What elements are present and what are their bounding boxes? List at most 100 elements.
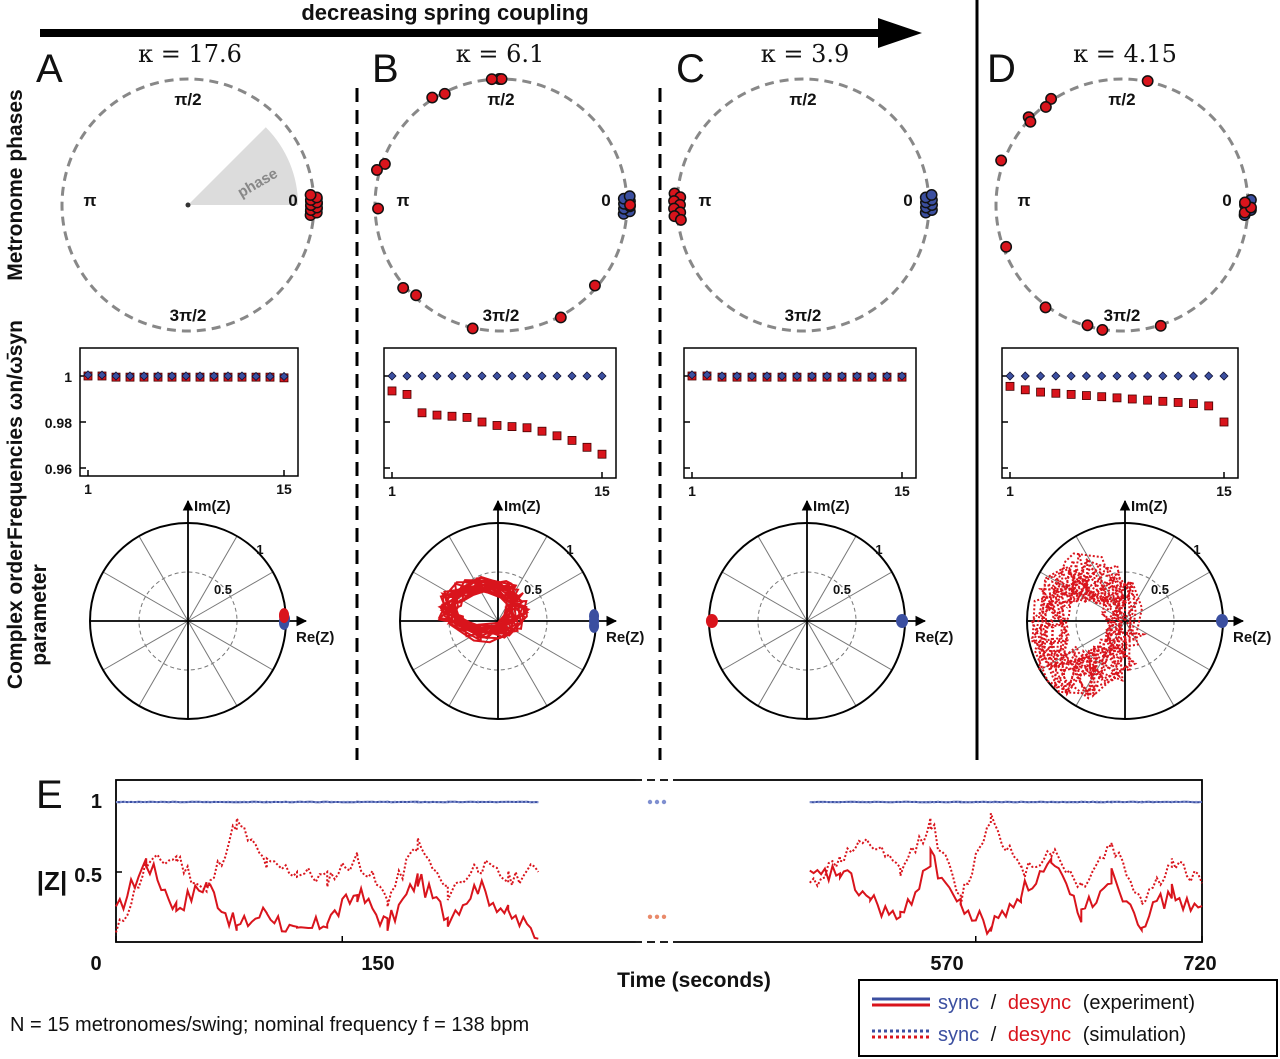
panel-header-b: B κ = 6.1 [372, 40, 544, 91]
legend-desync-label: desync [1008, 992, 1071, 1014]
row-label-order-2: parameter [28, 564, 51, 666]
freq-desync-marker [432, 410, 442, 420]
tick-zero: 0 [1222, 191, 1231, 210]
arrow-head [878, 18, 922, 48]
polar-desync-trajectory [437, 575, 531, 644]
e-ylabel: |Z| [37, 866, 67, 896]
footnote: N = 15 metronomes/swing; nominal frequen… [10, 1014, 529, 1036]
freq-sync-marker [251, 371, 261, 382]
freq-sync-marker [897, 371, 907, 381]
freq-sync-marker [867, 371, 877, 381]
freq-sync-marker [747, 371, 757, 381]
desync-phase-dot [378, 158, 391, 170]
freq-xtick-label-1: 1 [84, 481, 92, 497]
polar-plot-a: Im(Z) Re(Z) 1 0.5 [89, 498, 334, 720]
tick-zero: 0 [601, 191, 610, 210]
freq-desync-marker [1020, 385, 1030, 395]
freq-sync-marker [882, 371, 892, 381]
freq-plot-b: 1 15 [383, 347, 617, 499]
polar-spoke [187, 620, 274, 671]
e-desync-experiment-line [115, 858, 539, 940]
kappa-label: κ = 3.9 [761, 40, 850, 68]
freq-sync-marker [83, 370, 93, 380]
tick-zero: 0 [288, 191, 297, 210]
freq-sync-marker [1066, 371, 1076, 381]
phase-circle-b: π/2 π 0 3π/2 [371, 73, 636, 335]
tick-pi-half: π/2 [1108, 90, 1135, 109]
freq-sync-marker [223, 371, 233, 381]
freq-sync-marker [582, 371, 592, 381]
panel-letter: A [36, 47, 63, 91]
e-desync-simulation-line [809, 812, 1203, 907]
freq-desync-marker [1112, 393, 1122, 403]
freq-desync-marker [417, 408, 427, 418]
freq-sync-marker [1158, 371, 1168, 381]
freq-desync-marker [387, 386, 397, 396]
freq-desync-marker [1005, 381, 1015, 391]
legend-slash: / [991, 992, 997, 1014]
row-label-order-1: Complex order [4, 541, 27, 689]
freq-sync-marker [1204, 371, 1214, 381]
freq-sync-marker [265, 371, 275, 382]
freq-desync-marker [537, 426, 547, 436]
freq-xtick-label-1: 1 [1006, 483, 1014, 499]
freq-plot-a: 1 0.98 0.96 1 15 [45, 347, 299, 497]
row-label-frequencies: Frequencies ωn/ω̄syn [4, 320, 27, 540]
freq-sync-marker [195, 371, 205, 381]
freq-desync-marker [477, 417, 487, 427]
panel-letter: D [987, 47, 1016, 91]
polar-spoke [721, 571, 808, 622]
polar-plot-d: Im(Z) Re(Z) 1 0.5 [1026, 498, 1271, 720]
desync-phase-dot [485, 73, 498, 86]
legend-box [858, 979, 1278, 1057]
legend-kind: (simulation) [1083, 1024, 1186, 1046]
freq-ytick-label-098: 0.98 [45, 415, 72, 431]
polar-re-label: Re(Z) [915, 629, 953, 646]
polar-tick-half: 0.5 [214, 582, 232, 597]
desync-phase-dot [438, 87, 451, 100]
freq-sync-marker [125, 371, 135, 381]
tick-three-pi-half: 3π/2 [785, 306, 822, 325]
desync-phase-dot [495, 73, 508, 85]
polar-tick-half: 0.5 [524, 582, 542, 597]
freq-desync-marker [582, 442, 592, 452]
freq-desync-marker [1158, 396, 1168, 406]
freq-sync-marker [1188, 371, 1198, 381]
polar-spoke [102, 571, 189, 622]
freq-sync-marker [1219, 371, 1229, 381]
freq-desync-marker [1143, 395, 1152, 405]
freq-sync-marker [1081, 371, 1091, 381]
polar-spoke [1124, 620, 1211, 671]
freq-sync-marker [139, 371, 149, 381]
freq-ytick-label-096: 0.96 [45, 461, 72, 477]
freq-desync-marker [522, 423, 532, 433]
freq-sync-marker [1051, 371, 1061, 381]
polar-tick-half: 0.5 [833, 582, 851, 597]
legend-row-2: sync / desync (simulation) [938, 1024, 1186, 1046]
e-break-mask [634, 770, 680, 950]
desync-phase-dot [466, 322, 479, 335]
freq-xtick-label-15: 15 [1216, 483, 1232, 499]
freq-sync-marker [111, 371, 121, 381]
e-gap-dot-sync [661, 799, 667, 805]
freq-sync-marker [417, 371, 427, 381]
polar-spoke [806, 620, 893, 671]
freq-sync-marker [1173, 371, 1183, 381]
polar-tick-one: 1 [566, 542, 573, 557]
freq-plot-c: 1 15 [683, 347, 917, 499]
freq-sync-marker [807, 371, 817, 381]
e-plot [115, 770, 1203, 950]
e-gap-dot-sync [647, 799, 653, 805]
polar-spoke [1124, 535, 1175, 622]
phase-wedge [188, 127, 298, 205]
freq-xtick-label-1: 1 [388, 483, 396, 499]
desync-phase-dot [995, 154, 1008, 167]
freq-sync-marker [777, 371, 787, 381]
freq-sync-marker [552, 371, 562, 381]
e-xtick-720: 720 [1183, 953, 1216, 975]
freq-desync-marker [1173, 398, 1183, 407]
desync-phase-dot [1239, 196, 1251, 209]
row-label-phases: Metronome phases [4, 89, 27, 280]
polar-im-label: Im(Z) [504, 498, 541, 515]
